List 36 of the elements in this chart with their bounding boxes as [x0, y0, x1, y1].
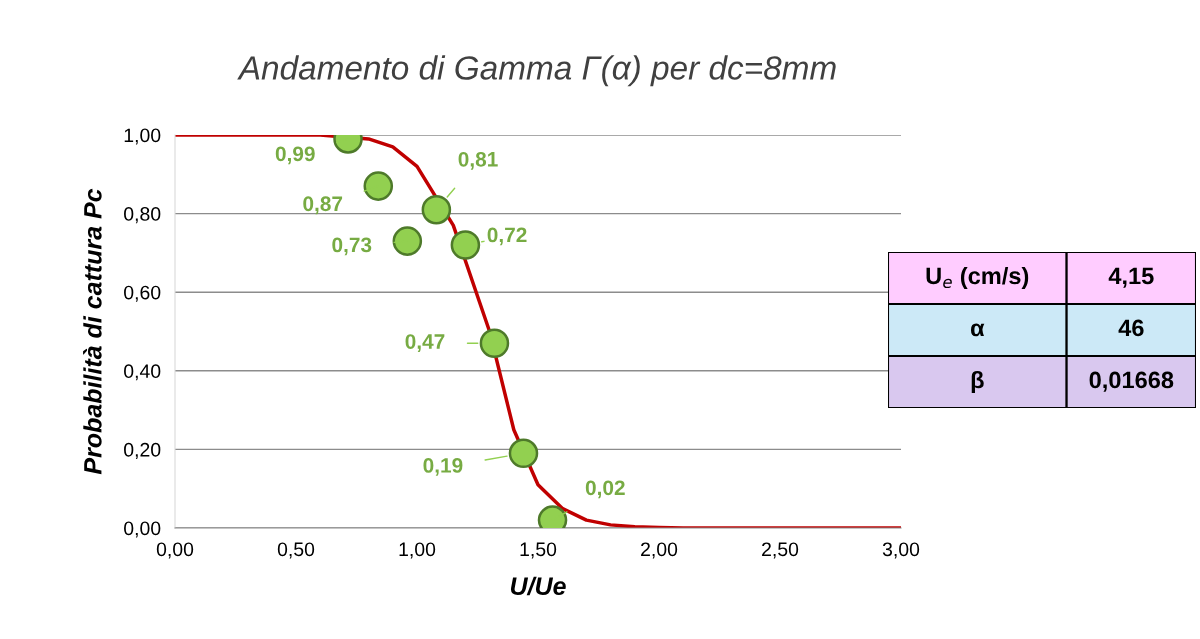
y-tick-label: 1,00: [124, 128, 161, 145]
y-tick-label: 0,00: [124, 521, 161, 538]
x-tick-label: 1,00: [399, 542, 436, 559]
data-label: 0,81: [458, 151, 498, 170]
y-axis-title: Probabilità di cattura Pc: [83, 188, 102, 475]
text: β: [971, 370, 984, 394]
data-label: 0,02: [585, 480, 625, 499]
data-label: 0,99: [275, 146, 315, 165]
x-tick-label: 2,50: [762, 542, 799, 559]
data-label: 0,72: [487, 227, 527, 246]
text: 46: [1118, 319, 1144, 337]
text: 0,01668: [1089, 371, 1174, 392]
x-tick-label: 3,00: [882, 542, 920, 559]
x-tick-label: 1,50: [520, 542, 557, 559]
point: [450, 230, 481, 260]
x-tick-label: 0,00: [156, 542, 194, 559]
y-tick-label: 0,40: [124, 364, 161, 381]
text: U$_{e}$ (cm/s): [926, 266, 1029, 289]
text: 4,15: [1108, 267, 1154, 288]
data-label: 0,87: [303, 196, 343, 215]
y-tick-label: 0,80: [124, 207, 161, 224]
point: [421, 194, 452, 225]
point: [508, 438, 539, 469]
data-label: 0,19: [423, 458, 463, 476]
x-tick-label: 0,50: [277, 542, 315, 559]
x-tick-label: 2,00: [641, 542, 678, 559]
point: [479, 328, 510, 359]
x-axis-title: U/Ue: [510, 576, 566, 596]
chart-title: Andamento di Gamma Γ(α) per dc=8mm: [237, 55, 836, 87]
point: [392, 226, 423, 256]
y-tick-label: 0,60: [124, 285, 161, 302]
data-label: 0,47: [405, 334, 445, 352]
point: [363, 171, 394, 201]
y-tick-label: 0,20: [124, 442, 161, 459]
text: α: [970, 323, 985, 337]
data-label: 0,73: [332, 237, 372, 256]
